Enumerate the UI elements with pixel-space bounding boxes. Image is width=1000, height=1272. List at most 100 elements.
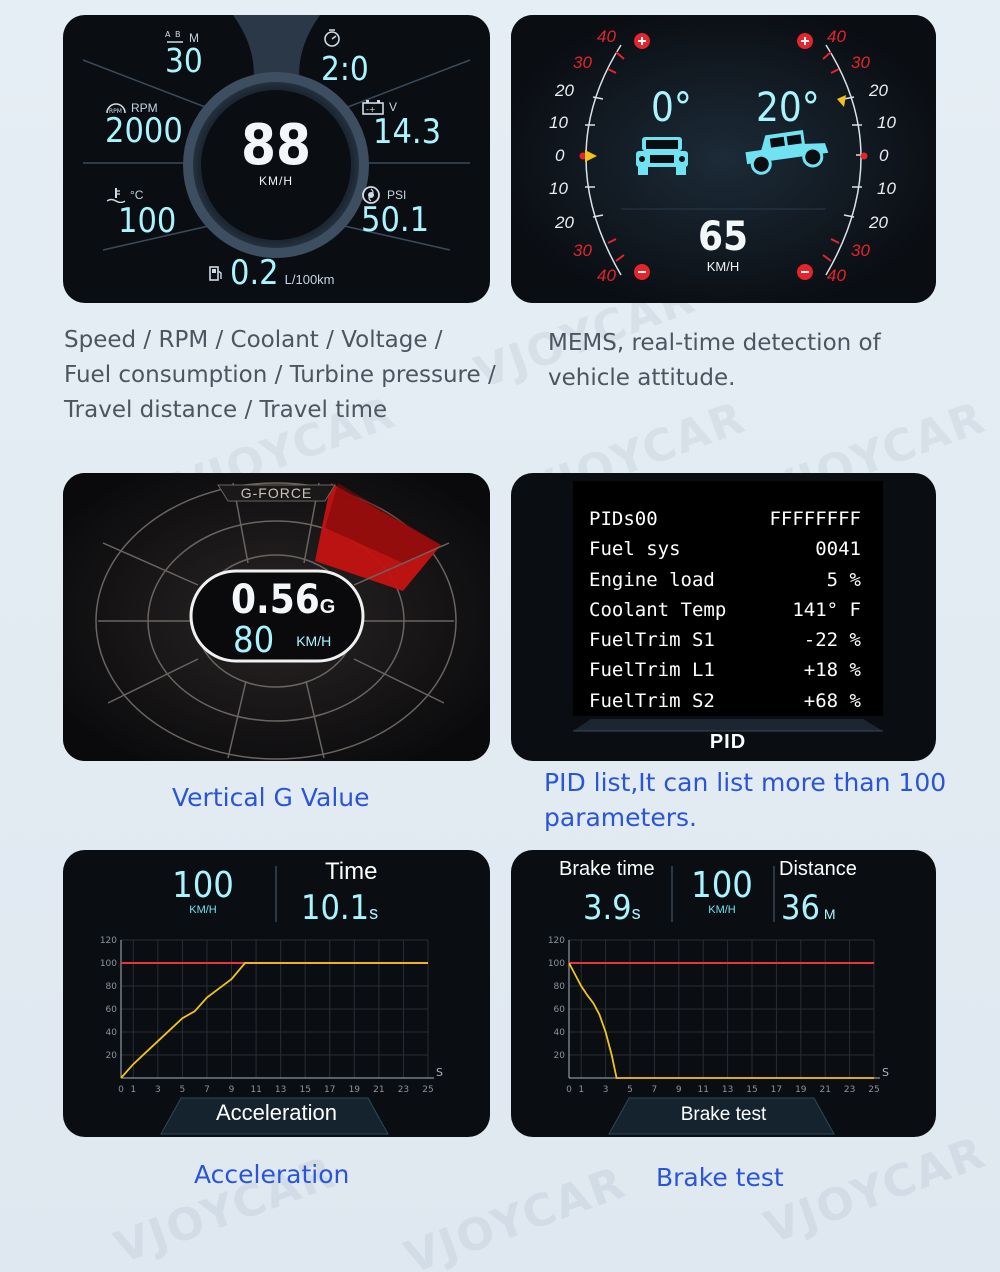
x-tick-label: 9 xyxy=(676,1085,682,1095)
list-item: FuelTrim L1 +18 % xyxy=(589,655,861,685)
dashboard-caption-line2: Fuel consumption / Turbine pressure / xyxy=(64,362,496,388)
scale-label: 10 xyxy=(549,113,568,132)
g-unit: G xyxy=(319,596,336,618)
roll-indicator xyxy=(837,95,846,107)
scale-label: 30 xyxy=(573,241,592,260)
y-tick-label: 80 xyxy=(106,982,118,992)
pid-value: -22 % xyxy=(803,629,861,652)
y-tick-label: 20 xyxy=(554,1051,566,1061)
dashboard-caption-line3: Travel distance / Travel time xyxy=(64,397,388,423)
scale-label: 10 xyxy=(877,113,896,132)
x-tick-label: 11 xyxy=(250,1085,261,1095)
pid-value: 141° F xyxy=(792,598,861,621)
x-tick-label: 3 xyxy=(603,1085,609,1095)
distance-label: Distance xyxy=(779,858,857,880)
y-tick-label: 80 xyxy=(554,982,566,992)
gforce-caption: Vertical G Value xyxy=(172,783,370,812)
pid-value: +18 % xyxy=(803,659,861,682)
attitude-speed-value: 65 xyxy=(697,214,749,260)
y-tick-label: 120 xyxy=(548,936,565,946)
y-tick-label: 60 xyxy=(554,1005,566,1015)
scale-label: 20 xyxy=(869,81,888,100)
attitude-speed-unit: KM/H xyxy=(706,259,740,274)
brake-speed-unit: KM/H xyxy=(708,904,736,916)
y-tick-label: 20 xyxy=(106,1051,118,1061)
pid-name: PIDs00 xyxy=(589,508,658,530)
turbo-label: PSI xyxy=(387,188,407,202)
pid-caption-line1: PID list,It can list more than 100 xyxy=(544,768,947,797)
pid-name: FuelTrim S1 xyxy=(589,629,715,652)
x-tick-label: 15 xyxy=(299,1085,310,1095)
plus-icon xyxy=(797,33,813,49)
attitude-caption: MEMS, real-time detection of vehicle att… xyxy=(548,326,968,396)
x-unit-label: S xyxy=(882,1066,889,1079)
pid-caption: PID list,It can list more than 100 param… xyxy=(544,765,964,835)
x-tick-label: 5 xyxy=(627,1085,633,1095)
accel-speed-unit: KM/H xyxy=(189,904,217,916)
accel-time-label: Time xyxy=(325,858,378,885)
attitude-caption-line1: MEMS, real-time detection of xyxy=(548,330,881,356)
pid-panel: PIDs00 FFFFFFFF Fuel sys 0041 Engine load 5… xyxy=(511,473,936,761)
accel-speed-value: 100 xyxy=(172,865,234,906)
x-tick-label: 25 xyxy=(868,1085,879,1095)
scale-label: 10 xyxy=(877,179,896,198)
pid-name: Coolant Temp xyxy=(589,598,727,621)
list-item: FuelTrim S2 +68 % xyxy=(589,686,861,716)
x-tick-label: 23 xyxy=(398,1085,409,1095)
attitude-panel: 40 30 20 10 0 10 20 30 40 40 30 20 10 0 … xyxy=(511,15,936,303)
x-tick-label: 11 xyxy=(697,1085,708,1095)
jeep-front-icon xyxy=(636,137,688,175)
x-tick-label: 0 xyxy=(118,1085,124,1095)
accel-time-value: 10.1 xyxy=(301,888,370,928)
brake-speed-value: 100 xyxy=(691,865,753,906)
brake-footer: Brake test xyxy=(680,1104,767,1125)
pitch-value: 0° xyxy=(651,85,692,131)
pid-value: 5 % xyxy=(826,568,861,591)
scale-label: 30 xyxy=(851,241,870,260)
gforce-speed-value: 80 xyxy=(233,620,275,661)
timer-icon xyxy=(324,29,340,47)
attitude-gauge xyxy=(511,15,936,303)
dashboard-caption-line1: Speed / RPM / Coolant / Voltage / xyxy=(64,327,443,353)
x-tick-label: 1 xyxy=(578,1085,584,1095)
y-tick-label: 40 xyxy=(554,1028,566,1038)
plus-icon xyxy=(634,33,650,49)
scale-label: 0 xyxy=(879,146,889,165)
x-tick-label: 9 xyxy=(229,1085,235,1095)
scale-label: 40 xyxy=(827,266,846,285)
list-item: Engine load 5 % xyxy=(589,565,861,595)
x-tick-label: 17 xyxy=(771,1085,782,1095)
list-item: PIDs00 FFFFFFFF xyxy=(589,504,861,534)
pid-list: PIDs00 FFFFFFFF Fuel sys 0041 Engine load 5… xyxy=(589,504,861,716)
coolant-label: °C xyxy=(130,188,144,202)
turbo-icon xyxy=(362,186,380,204)
divider xyxy=(773,866,775,922)
scale-label: 40 xyxy=(597,27,616,46)
gforce-speed-unit: KM/H xyxy=(296,632,332,649)
brake-panel: Brake time 3.9 s 100 KM/H Distance 36 M … xyxy=(511,850,936,1137)
svg-text:A: A xyxy=(165,30,171,39)
fuel-unit: L/100km xyxy=(284,272,335,287)
pid-name: FuelTrim L1 xyxy=(589,659,715,682)
g-value: 0.56 xyxy=(231,577,320,623)
minus-icon xyxy=(797,264,813,280)
battery-icon: -+ xyxy=(362,100,384,115)
trip-distance-label: M xyxy=(189,31,199,45)
jeep-side-icon xyxy=(745,130,829,175)
acceleration-caption: Acceleration xyxy=(194,1160,350,1189)
svg-text:-+: -+ xyxy=(366,105,376,114)
svg-text:B: B xyxy=(175,30,181,39)
y-tick-label: 40 xyxy=(106,1028,118,1038)
footer-bar xyxy=(160,1097,389,1135)
brake-caption: Brake test xyxy=(656,1163,784,1192)
scale-label: 20 xyxy=(869,213,888,232)
distance-value: 36 xyxy=(781,888,820,928)
turbo-value: 50.1 xyxy=(361,200,430,240)
list-item: Fuel sys 0041 xyxy=(589,534,861,564)
scale-label: 30 xyxy=(851,53,870,72)
acceleration-panel: 100 KM/H Time 10.1 s 120 100 80 60 40 20 0 1 3 5 7… xyxy=(63,850,490,1137)
speed-unit: KM/H xyxy=(259,174,293,188)
divider xyxy=(275,866,277,922)
series-line xyxy=(568,962,874,1079)
pid-value: +68 % xyxy=(803,689,861,712)
